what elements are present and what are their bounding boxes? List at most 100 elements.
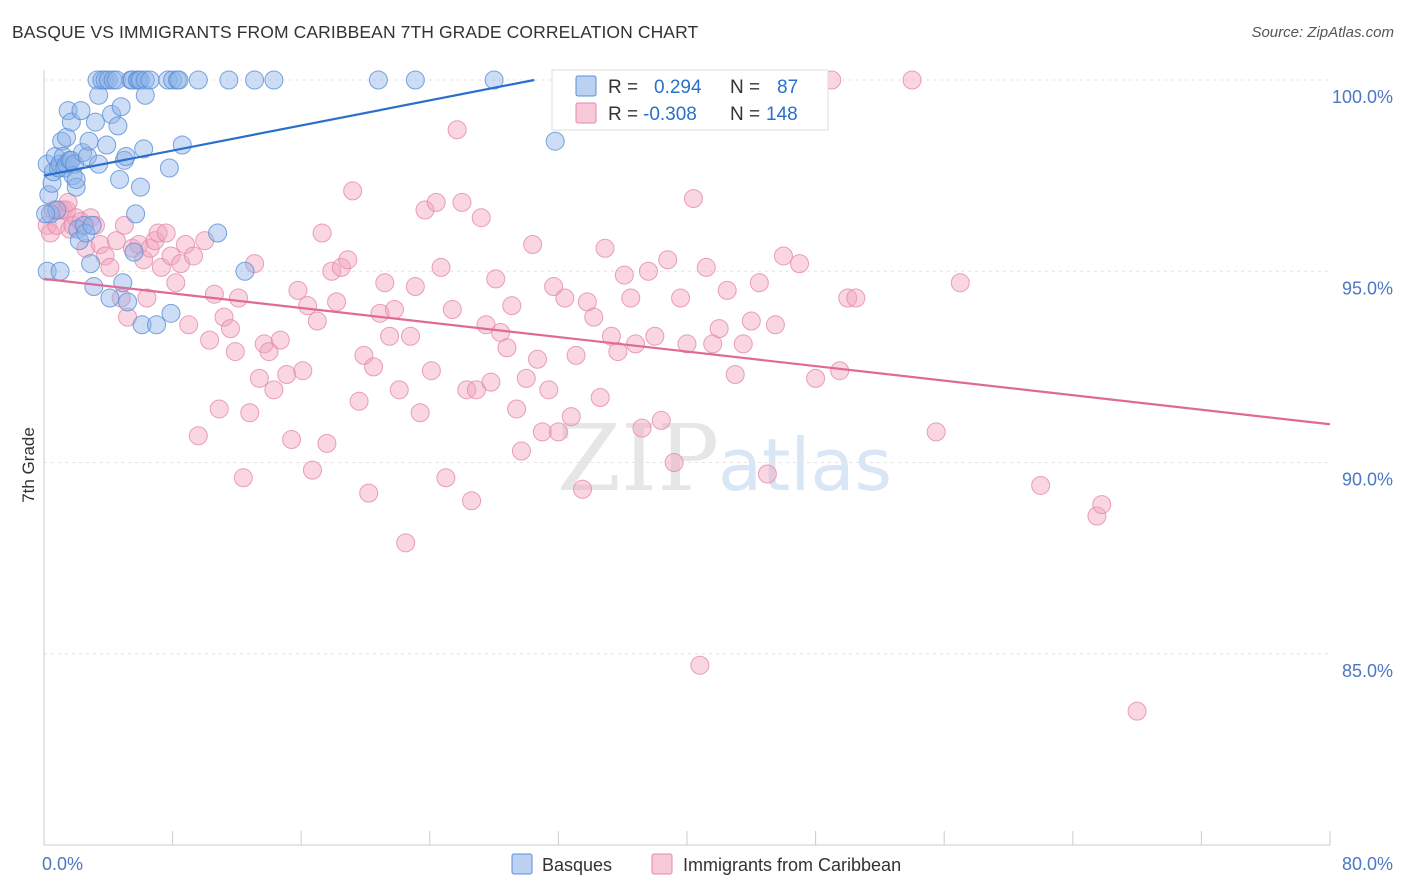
basques-point-2 [39, 185, 59, 205]
caribbean-point-78 [401, 326, 421, 346]
basques-point-26 [71, 101, 91, 121]
axes [43, 70, 1331, 846]
caribbean-point-11 [71, 212, 91, 232]
caribbean-point-153 [1092, 495, 1112, 515]
basques-point-36 [87, 70, 107, 90]
caribbean-point-77 [396, 533, 416, 553]
caribbean-point-36 [183, 246, 203, 266]
basques-point-80 [264, 70, 284, 90]
caribbean-point-145 [830, 361, 850, 381]
caribbean-point-67 [343, 181, 363, 201]
series-caribbean [37, 70, 1147, 721]
basques-point-78 [235, 261, 255, 281]
caribbean-point-35 [179, 315, 199, 335]
gridlines [44, 79, 1330, 655]
basques-point-83 [484, 70, 504, 90]
caribbean-point-126 [664, 453, 684, 472]
basques-point-48 [110, 169, 130, 189]
caribbean-point-137 [741, 311, 761, 331]
caribbean-point-42 [214, 307, 234, 327]
chart-title: BASQUE VS IMMIGRANTS FROM CARIBBEAN 7TH … [12, 22, 699, 42]
caribbean-point-130 [690, 655, 710, 675]
basques-point-56 [124, 242, 144, 262]
legend-r-value-caribbean: -0.308 [643, 104, 697, 125]
legend-n-value-caribbean: 148 [766, 104, 798, 125]
bottom-legend-swatch-caribbean [651, 853, 673, 875]
caribbean-point-111 [573, 479, 593, 499]
basques-point-74 [172, 135, 192, 155]
caribbean-point-51 [259, 342, 279, 362]
caribbean-point-90 [462, 491, 482, 511]
basques-point-46 [106, 70, 126, 90]
caribbean-point-148 [902, 70, 922, 90]
caribbean-point-113 [584, 307, 604, 327]
basques-point-70 [161, 303, 181, 323]
stats-legend: R = 0.294 N = 87 R = -0.308 N = 148 [551, 69, 829, 131]
caribbean-point-31 [161, 246, 181, 266]
caribbean-point-57 [293, 361, 313, 381]
basques-trend-line [43, 78, 535, 177]
caribbean-point-28 [148, 223, 168, 243]
caribbean-point-104 [532, 422, 552, 442]
caribbean-point-142 [790, 254, 810, 274]
basques-point-76 [208, 223, 228, 243]
caribbean-point-120 [626, 334, 646, 354]
basques-point-23 [66, 169, 86, 189]
caribbean-point-139 [757, 464, 777, 484]
basques-point-41 [97, 135, 117, 155]
basques-point-86 [36, 204, 56, 224]
caribbean-point-65 [331, 257, 351, 277]
x-tick-labels: 0.0% 80.0% [42, 854, 1393, 874]
caribbean-point-114 [590, 387, 610, 407]
legend-n-label-caribbean: N = [730, 104, 760, 125]
caribbean-point-95 [486, 269, 506, 289]
caribbean-point-87 [447, 120, 467, 140]
stats-legend-box [551, 69, 829, 131]
caribbean-point-54 [277, 365, 297, 385]
caribbean-point-86 [442, 300, 462, 319]
caribbean-point-122 [638, 261, 658, 281]
caribbean-point-82 [421, 361, 441, 381]
caribbean-point-30 [156, 223, 176, 243]
caribbean-point-108 [555, 288, 575, 308]
caribbean-point-131 [696, 257, 716, 277]
caribbean-point-127 [671, 288, 691, 308]
series-legend: Basques Immigrants from Caribbean [511, 853, 901, 875]
basques-point-28 [74, 215, 94, 235]
caribbean-point-94 [481, 372, 501, 392]
basques-point-47 [108, 116, 128, 136]
caribbean-point-81 [415, 200, 435, 220]
caribbean-point-46 [233, 468, 253, 488]
caribbean-point-70 [359, 483, 379, 503]
series-basques [36, 70, 584, 335]
basques-point-66 [140, 70, 160, 90]
caribbean-point-129 [683, 189, 703, 209]
caribbean-point-147 [846, 288, 866, 308]
caribbean-point-136 [733, 334, 753, 354]
caribbean-point-99 [507, 399, 527, 419]
caribbean-point-49 [249, 368, 269, 388]
y-tick-label-3: 85.0% [1342, 661, 1393, 681]
caribbean-point-85 [436, 468, 456, 488]
caribbean-point-100 [511, 441, 531, 461]
caribbean-point-143 [806, 368, 826, 388]
x-tick-label-1: 80.0% [1342, 854, 1393, 874]
caribbean-point-24 [134, 250, 154, 270]
caribbean-point-103 [528, 349, 548, 369]
caribbean-point-37 [188, 426, 208, 446]
caribbean-point-138 [749, 273, 769, 293]
caribbean-point-133 [709, 319, 729, 339]
basques-point-60 [130, 177, 150, 197]
bottom-legend-swatch-basques [511, 853, 533, 875]
caribbean-point-15 [90, 234, 110, 254]
caribbean-point-27 [145, 231, 165, 251]
basques-point-84 [545, 131, 565, 151]
basques-point-62 [132, 315, 152, 335]
bottom-legend-label-caribbean: Immigrants from Caribbean [683, 855, 901, 875]
basques-point-79 [245, 70, 265, 90]
caribbean-point-68 [349, 391, 369, 411]
basques-point-52 [116, 147, 136, 166]
basques-point-65 [135, 85, 155, 105]
basques-point-63 [134, 139, 154, 159]
basques-point-61 [130, 70, 150, 90]
